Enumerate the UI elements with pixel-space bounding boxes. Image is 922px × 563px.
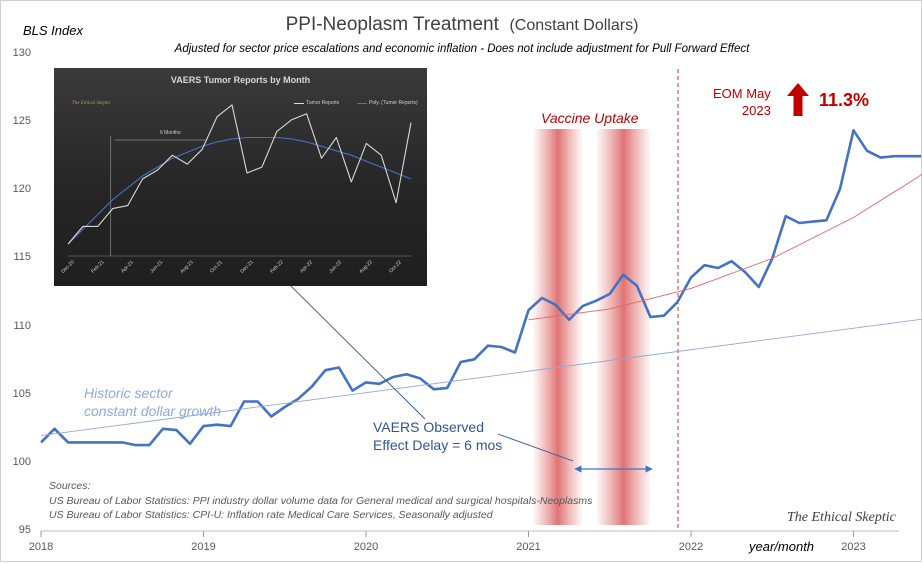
x-tick-2018: 2018 <box>27 541 55 553</box>
y-tick-125: 125 <box>9 115 31 127</box>
x-tick-2022: 2022 <box>677 541 705 553</box>
historic-line-2: constant dollar growth <box>84 402 221 420</box>
historic-line-1: Historic sector <box>84 384 221 402</box>
y-axis-unit: BLS Index <box>23 23 83 38</box>
eom-year: 2023 <box>713 102 771 119</box>
y-tick-110: 110 <box>9 320 31 332</box>
chart-subtitle: Adjusted for sector price escalations an… <box>1 43 922 55</box>
x-tick-2020: 2020 <box>352 541 380 553</box>
y-tick-115: 115 <box>9 251 31 263</box>
y-tick-95: 95 <box>9 524 31 536</box>
inset-tumor-reports-line <box>68 105 411 244</box>
sources-block: Sources:US Bureau of Labor Statistics: P… <box>49 479 592 523</box>
x-axis-unit: year/month <box>749 539 814 554</box>
sources-heading: Sources: <box>49 479 592 494</box>
y-tick-105: 105 <box>9 388 31 400</box>
x-tick-2019: 2019 <box>190 541 218 553</box>
post-uptake-trend-line <box>529 147 922 320</box>
inset-poly-trend-line <box>68 138 411 245</box>
chart-title: PPI-Neoplasm Treatment (Constant Dollars… <box>1 14 922 36</box>
inset-watermark: The Ethical Skeptic <box>72 101 111 106</box>
up-arrow-icon <box>787 83 809 116</box>
inset-title: VAERS Tumor Reports by Month <box>54 75 427 85</box>
inset-legend-reports: Tumor Reports <box>306 100 339 106</box>
vaccine-uptake-label: Vaccine Uptake <box>541 110 639 126</box>
inset-six-months-label: 6 Months <box>160 130 181 136</box>
vaccine-band-2 <box>597 129 651 525</box>
inset-legend-poly: Poly. (Tumor Reports) <box>369 100 418 106</box>
vaers-line-2: Effect Delay = 6 mos <box>373 436 502 454</box>
eom-label: EOM May <box>713 85 771 102</box>
source-line-1: US Bureau of Labor Statistics: PPI indus… <box>49 494 592 509</box>
source-line-2: US Bureau of Labor Statistics: CPI-U: In… <box>49 508 592 523</box>
y-tick-130: 130 <box>9 47 31 59</box>
watermark: The Ethical Skeptic <box>787 510 896 526</box>
x-tick-2023: 2023 <box>840 541 868 553</box>
y-tick-100: 100 <box>9 456 31 468</box>
vaccine-band-1 <box>533 129 582 525</box>
inset-vaers-chart: VAERS Tumor Reports by Month Tumor Repor… <box>54 68 427 286</box>
increase-percent: 11.3% <box>819 90 869 111</box>
vaers-line-1: VAERS Observed <box>373 418 502 436</box>
y-tick-120: 120 <box>9 183 31 195</box>
x-tick-2021: 2021 <box>515 541 543 553</box>
